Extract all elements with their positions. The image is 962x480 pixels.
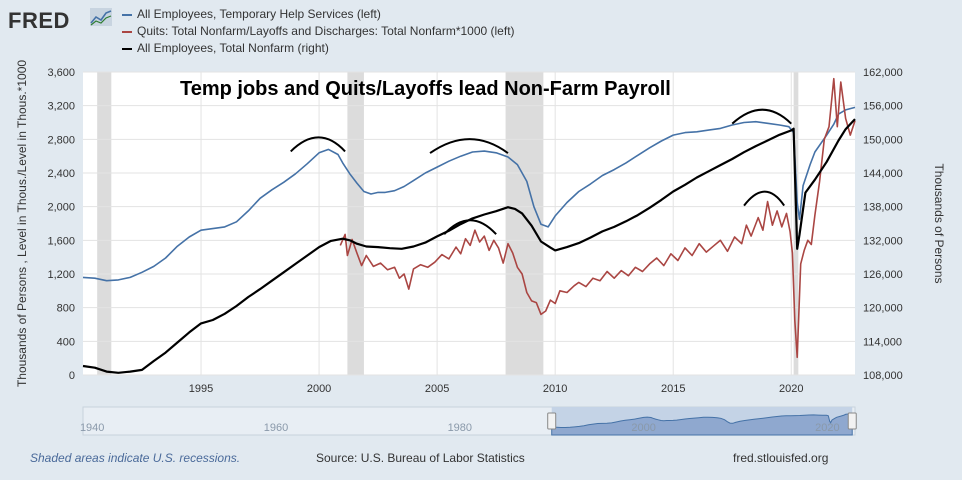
x-tick-label: 2010 <box>543 383 567 395</box>
peak-annotation-arc <box>731 108 792 125</box>
y-right-tick-label: 144,000 <box>863 168 903 180</box>
peak-annotation-arc <box>290 136 346 153</box>
legend-swatch-total-nonfarm <box>122 47 132 50</box>
legend: All Employees, Temporary Help Services (… <box>122 6 515 57</box>
legend-label-quits-layoffs: Quits: Total Nonfarm/Layoffs and Dischar… <box>137 24 515 38</box>
x-tick-label: 2015 <box>661 383 685 395</box>
legend-item-temp-help: All Employees, Temporary Help Services (… <box>122 6 515 23</box>
chart-title: Temp jobs and Quits/Layoffs lead Non-Far… <box>180 78 671 100</box>
y-right-axis-label: Thousands of Persons <box>932 163 946 283</box>
plot-area <box>83 72 855 375</box>
y-right-tick-label: 120,000 <box>863 303 903 315</box>
legend-item-quits-layoffs: Quits: Total Nonfarm/Layoffs and Dischar… <box>122 23 515 40</box>
y-right-tick-label: 162,000 <box>863 67 903 79</box>
navigator-series-area <box>551 413 853 436</box>
y-left-tick-label: 1,600 <box>47 235 75 247</box>
navigator-label: 1980 <box>448 422 472 434</box>
source-note: Source: U.S. Bureau of Labor Statistics <box>316 451 525 465</box>
navigator-label: 2020 <box>815 422 839 434</box>
legend-swatch-temp-help <box>122 13 132 16</box>
y-left-tick-label: 2,400 <box>47 168 75 180</box>
navigator-handle-left[interactable] <box>547 412 557 430</box>
y-right-tick-label: 150,000 <box>863 134 903 146</box>
x-tick-label: 1995 <box>189 383 213 395</box>
y-left-tick-label: 2,800 <box>47 134 75 146</box>
recessions-note: Shaded areas indicate U.S. recessions. <box>30 451 241 465</box>
y-left-tick-label: 3,200 <box>47 101 75 113</box>
y-right-tick-label: 138,000 <box>863 202 903 214</box>
y-right-tick-label: 132,000 <box>863 235 903 247</box>
x-tick-label: 2020 <box>779 383 803 395</box>
x-tick-label: 2005 <box>425 383 449 395</box>
x-tick-label: 2000 <box>307 383 331 395</box>
y-right-tick-label: 108,000 <box>863 370 903 382</box>
navigator-label: 1940 <box>80 422 104 434</box>
fred-chart-icon <box>90 8 112 26</box>
peak-annotation-arc <box>743 190 786 207</box>
site-link[interactable]: fred.stlouisfed.org <box>733 451 829 465</box>
y-right-tick-label: 126,000 <box>863 269 903 281</box>
recession-band-1 <box>347 72 364 375</box>
y-right-tick-label: 156,000 <box>863 101 903 113</box>
peak-annotation-arc <box>429 138 509 154</box>
series-line-0 <box>82 106 856 282</box>
navigator-handle-right[interactable] <box>847 412 857 430</box>
series-line-1 <box>339 77 856 359</box>
y-left-tick-label: 800 <box>57 303 75 315</box>
navigator-label: 1960 <box>264 422 288 434</box>
recession-band-0 <box>97 72 112 375</box>
peak-annotation-arc <box>443 219 497 235</box>
y-left-tick-label: 400 <box>57 336 75 348</box>
legend-label-temp-help: All Employees, Temporary Help Services (… <box>137 7 381 21</box>
legend-swatch-quits-layoffs <box>122 30 132 33</box>
y-left-tick-label: 0 <box>69 370 75 382</box>
legend-item-total-nonfarm: All Employees, Total Nonfarm (right) <box>122 40 515 57</box>
y-left-tick-label: 1,200 <box>47 269 75 281</box>
y-left-axis-label: Thousands of Persons , Level in Thous./L… <box>15 60 29 387</box>
series-line-2 <box>82 118 856 374</box>
recession-band-2 <box>505 72 544 375</box>
y-left-tick-label: 2,000 <box>47 202 75 214</box>
y-right-tick-label: 114,000 <box>863 336 902 348</box>
fred-logo: FRED <box>8 8 70 33</box>
navigator-label: 2000 <box>631 422 655 434</box>
legend-label-total-nonfarm: All Employees, Total Nonfarm (right) <box>137 41 329 55</box>
y-left-tick-label: 3,600 <box>47 67 75 79</box>
